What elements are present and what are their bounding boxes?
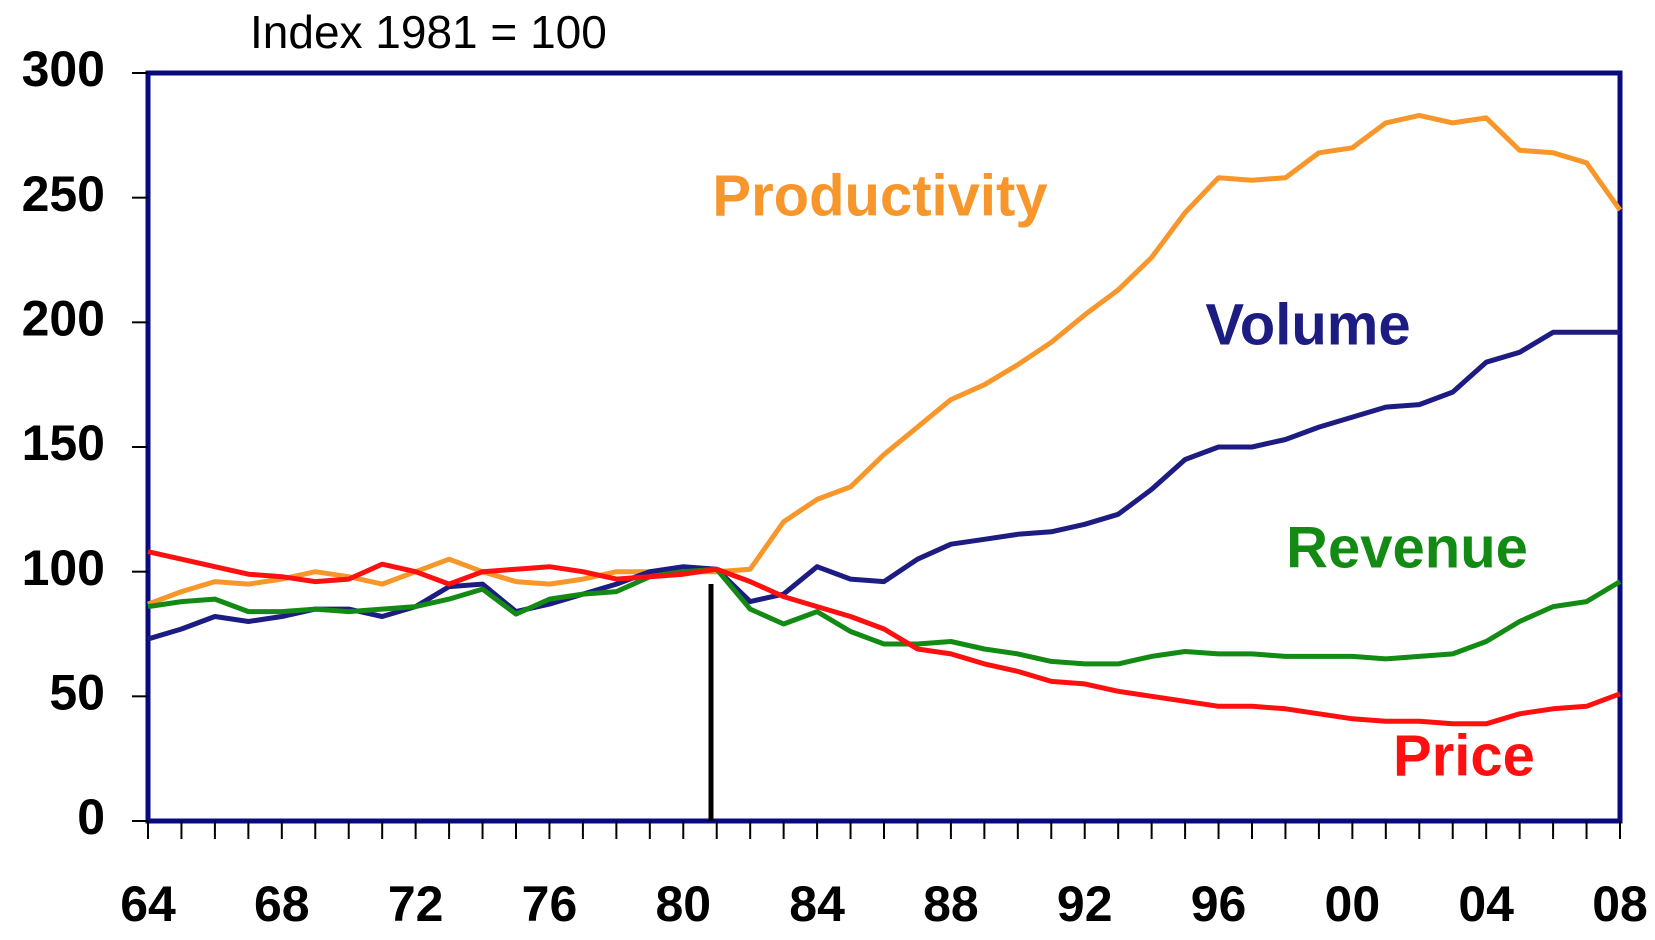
y-tick-label: 200: [22, 291, 105, 347]
series-line: [147, 329, 1620, 642]
x-tick-label: 80: [655, 876, 711, 932]
series-line: [147, 549, 1621, 727]
y-tick-label: 50: [49, 665, 105, 721]
x-tick-label: 68: [254, 876, 310, 932]
series-label: Volume: [1205, 292, 1410, 357]
y-tick-label: 250: [22, 166, 105, 222]
x-tick-label: 00: [1325, 876, 1381, 932]
y-tick-label: 150: [22, 415, 105, 471]
x-tick-label: 84: [789, 876, 845, 932]
x-tick-label: 64: [120, 876, 176, 932]
series-label: Productivity: [712, 163, 1047, 228]
x-tick-label: 96: [1191, 876, 1247, 932]
x-tick-label: 76: [522, 876, 578, 932]
x-tick-label: 04: [1458, 876, 1514, 932]
x-tick-label: 72: [388, 876, 444, 932]
x-tick-label: 88: [923, 876, 979, 932]
series-line: [147, 566, 1622, 667]
x-tick-label: 92: [1057, 876, 1113, 932]
y-tick-label: 300: [22, 41, 105, 97]
y-tick-label: 100: [22, 540, 105, 596]
series-line: [147, 112, 1623, 607]
y-tick-label: 0: [77, 789, 105, 845]
x-tick-label: 08: [1592, 876, 1648, 932]
series-label: Revenue: [1286, 515, 1528, 580]
series-label: Price: [1393, 723, 1535, 788]
chart-title: Index 1981 = 100: [250, 6, 607, 58]
